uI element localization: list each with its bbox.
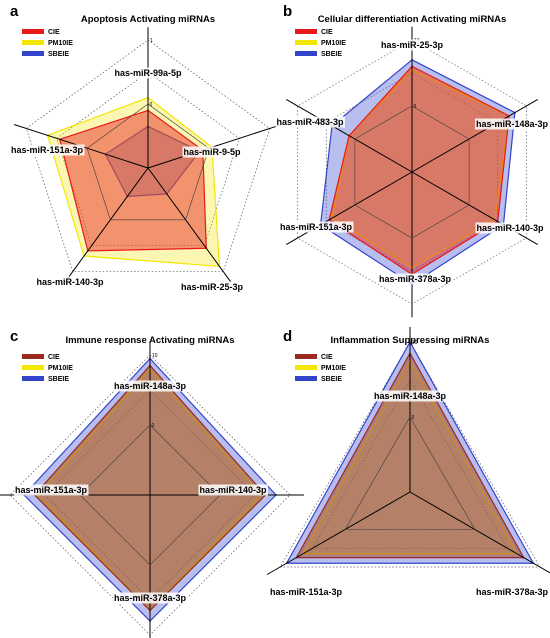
legend-swatch [22,29,44,34]
axis-label-bg [35,276,106,288]
axis-label: has-miR-25-3p [181,282,244,292]
tick-label-max: 10 [152,353,158,359]
tick-label-mid: 0 [412,415,415,421]
axis-label-bg [475,222,546,234]
tick-label-max: 1 [150,38,153,44]
axis-label: has-miR-378a-3p [379,274,452,284]
axis-label: has-miR-140-3p [476,223,544,233]
tick-label-max: 10 [412,340,418,346]
legend-swatch [295,40,317,45]
panel-letter: d [283,328,292,345]
radar-panel-b: 100has-miR-25-3phas-miR-148a-3phas-miR-1… [275,3,550,318]
axis-label-bg [474,586,550,598]
grid-ring [44,389,256,601]
panel-title: Cellular differentiation Activating miRN… [318,14,507,25]
axis-line [64,167,149,283]
panel-title: Apoptosis Activating miRNAs [81,14,215,25]
axis-label-bg [474,118,550,130]
axis-label-bg [113,67,184,79]
axis-label-bg [179,281,245,293]
grid-ring-zero [79,424,221,566]
legend-label: CIE [48,29,60,36]
legend-swatch [22,376,44,381]
axis-label-bg [268,586,344,598]
axis-label: has-miR-148a-3p [476,119,549,129]
tick-label-mid: 0 [414,104,417,110]
panel-letter: c [10,328,18,345]
series-area-cie [59,109,207,252]
grid-ring-zero [86,103,210,221]
grid-ring-zero [354,105,470,239]
legend-label: PM10IE [48,40,73,47]
axis-label-bg [112,380,188,392]
legend-label: CIE [321,354,333,361]
grid-ring [56,71,240,247]
axis-label-bg [278,221,354,233]
axis-label: has-miR-151a-3p [11,145,84,155]
grid-ring-zero [344,416,476,530]
axis-label-bg [372,390,448,402]
radar-panel-a: 1 0 has-miR-99a-5p has-miR-9-5p has-miR-25-3… [9,3,283,293]
axis-label: has-miR-151a-3p [270,587,343,597]
legend-swatch [22,365,44,370]
panel-title: Immune response Activating miRNAs [65,335,234,346]
axis-label-bg [377,273,453,285]
radar-panel-c: 10 0 has-miR-148a-3p has-miR-140-3p has-miR-… [0,328,304,638]
legend-label: SBEIE [321,376,342,383]
axis-label: has-miR-148a-3p [374,391,447,401]
legend-swatch [295,365,317,370]
axis-label: has-miR-151a-3p [280,222,353,232]
legend-swatch [295,29,317,34]
grid-ring [279,341,541,568]
panel-title: Inflammation Suppressing miRNAs [331,335,490,346]
legend-label: SBEIE [48,376,69,383]
axis-line [147,167,232,283]
legend-swatch [295,376,317,381]
legend-swatch [295,354,317,359]
legend-label: SBEIE [48,51,69,58]
axis-label-bg [275,116,346,128]
axis-label: has-miR-99a-5p [114,68,182,78]
axis-label: has-miR-9-5p [183,147,241,157]
tick-label-mid: 0 [150,102,153,108]
axis-label: has-miR-378a-3p [114,593,187,603]
legend-swatch [295,51,317,56]
legend-swatch [22,51,44,56]
legend-swatch [22,354,44,359]
grid-ring [311,378,509,549]
axis-label-bg [9,144,85,156]
legend-label: PM10IE [321,40,346,47]
axis-line [411,98,538,173]
axis-label-bg [182,146,243,158]
axis-line [147,124,283,169]
panel-letter: b [283,3,292,20]
panel-letter: a [10,3,19,20]
legend-label: CIE [48,354,60,361]
legend-swatch [22,40,44,45]
axis-line [266,491,411,575]
legend-label: CIE [321,29,333,36]
radar-panel-d: 10 0 has-miR-148a-3p has-miR-378a-3p has-miR… [266,327,550,598]
axis-label-bg [13,484,89,496]
axis-label: has-miR-483-3p [276,117,344,127]
grid-ring [25,39,271,272]
legend-label: SBEIE [321,51,342,58]
tick-label-mid: 0 [152,423,155,429]
axis-label: has-miR-140-3p [36,277,104,287]
series-area-pm10ie [46,96,221,268]
axis-label: has-miR-25-3p [381,40,444,50]
axis-label: has-miR-378a-3p [476,587,549,597]
legend-label: PM10IE [48,365,73,372]
axis-label-bg [198,484,269,496]
axis-label: has-miR-140-3p [199,485,267,495]
legend-label: PM10IE [321,365,346,372]
axis-label-bg [112,592,188,604]
axis-line [286,98,413,173]
axis-label-bg [379,39,445,51]
axis-label: has-miR-151a-3p [15,485,88,495]
axis-line [409,491,550,574]
axis-label: has-miR-148a-3p [114,381,187,391]
